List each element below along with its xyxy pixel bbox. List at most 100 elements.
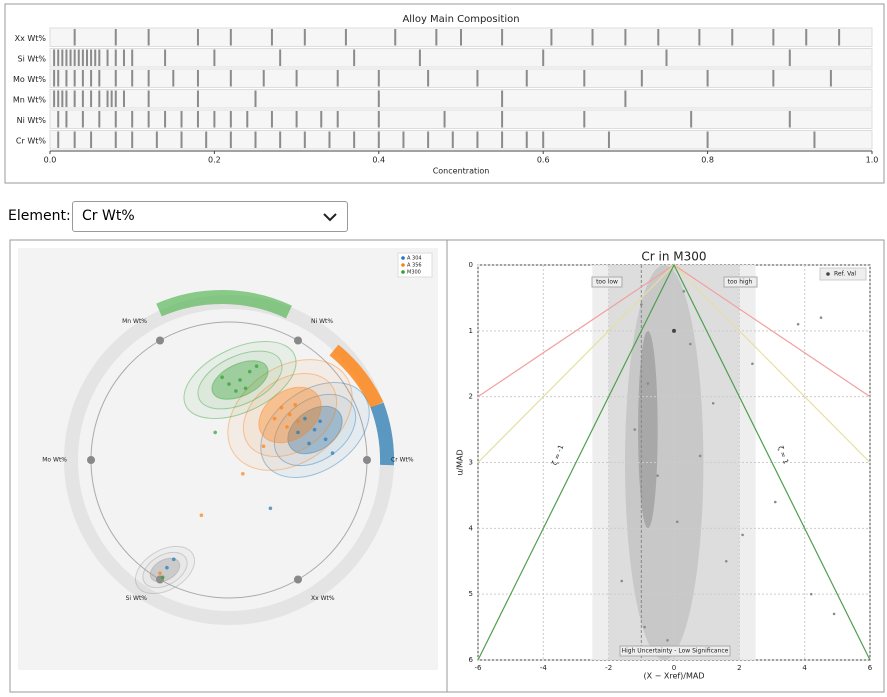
anchor-label: Ni Wt% — [311, 318, 333, 325]
radial-point — [254, 364, 259, 368]
y-tick-label: 2 — [469, 393, 473, 401]
radial-point — [323, 437, 328, 442]
arrow-box — [723, 276, 758, 288]
y-tick-label: 0 — [469, 261, 473, 269]
data-point — [741, 533, 744, 537]
element-label: Element: — [8, 208, 71, 224]
density-contour — [149, 557, 181, 583]
radial-point — [330, 451, 335, 455]
data-point — [832, 612, 836, 616]
strip-title: Alloy Main Composition — [402, 14, 519, 25]
strip-row-bg — [49, 89, 873, 109]
x-tick-label: -2 — [605, 664, 612, 672]
legend-dot — [401, 256, 405, 260]
ring-band-orange — [329, 344, 384, 409]
anchor-dot — [156, 336, 164, 345]
y-axis-label: u/MAD — [456, 449, 465, 475]
radial-point — [199, 513, 204, 517]
radial-point — [307, 441, 311, 446]
radial-point — [296, 419, 300, 424]
radial-point — [158, 571, 162, 575]
band-center — [638, 330, 658, 529]
radial-point — [213, 430, 217, 435]
radial-point — [285, 425, 289, 429]
chart-title: Cr in M300 — [641, 250, 706, 264]
x-tick-label: 0.2 — [208, 156, 221, 165]
radial-point — [261, 444, 266, 449]
annotation: High Uncertainty - Low Significance — [622, 648, 729, 655]
x-tick-label: 0.8 — [701, 156, 714, 165]
ring-band-blue — [370, 402, 395, 466]
radial-point — [296, 430, 300, 435]
row-label: Si Wt% — [18, 54, 47, 63]
radial-panel — [18, 248, 438, 670]
y-tick-label: 5 — [469, 590, 473, 598]
data-point — [646, 382, 650, 385]
strip-row-bg — [49, 109, 873, 129]
radial-point — [227, 382, 231, 386]
legend-dot — [826, 272, 830, 276]
strip-row-bg — [49, 48, 873, 68]
radial-point — [220, 375, 224, 380]
data-point — [724, 559, 728, 563]
anchor-dot — [294, 575, 302, 584]
strip-row-bg — [49, 130, 873, 150]
y-tick-label: 4 — [469, 524, 474, 532]
data-point — [620, 579, 624, 583]
radial-point — [238, 378, 242, 382]
data-point — [682, 290, 686, 293]
y-tick-label: 6 — [469, 656, 474, 664]
x-tick-label: 1.0 — [866, 156, 879, 165]
data-point — [819, 316, 823, 319]
x-tick-label: 0.4 — [372, 156, 385, 165]
data-point — [666, 638, 669, 642]
data-point — [689, 342, 692, 346]
radial-point — [241, 472, 245, 476]
x-tick-label: 2 — [737, 664, 741, 672]
data-point — [796, 322, 800, 326]
x-tick-label: 0 — [672, 664, 676, 672]
anchor-label: Si Wt% — [126, 595, 148, 602]
radial-point — [234, 389, 238, 393]
guide-line — [477, 263, 871, 661]
radial-point — [272, 416, 277, 421]
x-tick-label: 0.6 — [537, 156, 550, 165]
row-label: Ni Wt% — [17, 116, 47, 125]
data-point — [643, 625, 646, 629]
radial-point — [243, 386, 248, 391]
row-label: Mo Wt% — [13, 75, 46, 84]
x-tick-label: 6 — [868, 664, 873, 672]
y-tick-label: 1 — [469, 327, 473, 335]
x-tick-label: 4 — [802, 664, 807, 672]
radial-point — [287, 412, 292, 417]
legend-dot — [401, 270, 405, 274]
row-label: Xx Wt% — [15, 34, 47, 43]
radial-point — [293, 403, 298, 407]
data-point — [809, 592, 813, 596]
radial-point — [165, 565, 169, 570]
anchor-dot — [363, 456, 371, 464]
dropdown-value: Cr Wt% — [82, 208, 135, 224]
data-point — [711, 401, 715, 405]
x-tick-label: -4 — [540, 664, 548, 672]
anchor-dot — [294, 336, 302, 345]
element-dropdown[interactable]: Cr Wt% — [72, 201, 348, 232]
legend-label: Ref. Val — [834, 271, 856, 278]
radial-point — [318, 419, 322, 424]
legend-label: A 356 — [407, 263, 422, 269]
annotation: too low — [596, 279, 618, 286]
radial-point — [268, 506, 273, 511]
anchor-label: Mo Wt% — [42, 457, 67, 464]
radial-point — [160, 575, 165, 580]
radial-point — [312, 427, 317, 432]
x-tick-label: 0.0 — [44, 156, 57, 165]
data-point — [675, 520, 679, 524]
ref-point — [672, 328, 676, 333]
radial-point — [279, 405, 284, 410]
density-contour — [142, 551, 188, 589]
x-axis-label: Concentration — [433, 167, 490, 176]
legend-dot — [401, 263, 405, 267]
radial-point — [303, 416, 307, 421]
